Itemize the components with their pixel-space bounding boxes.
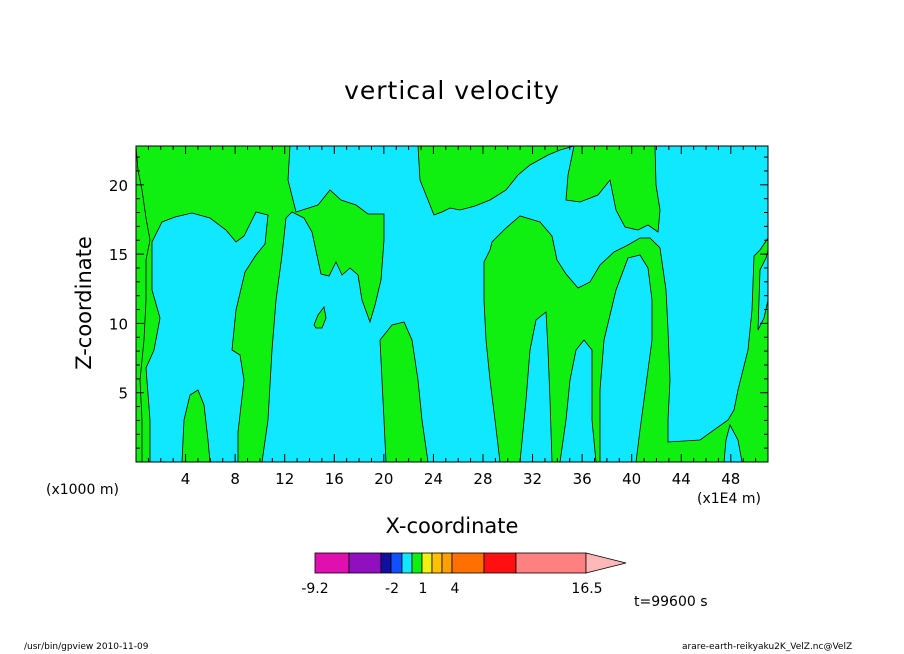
x-tick-label: 12: [275, 470, 294, 488]
y-tick-label: 20: [109, 177, 128, 195]
x-axis-ticks: [147, 146, 757, 462]
colorbar-segment: [380, 552, 392, 574]
colorbar-tick-label: 16.5: [571, 581, 602, 597]
colorbar-segment: [348, 552, 382, 574]
colorbar-tick-label: 4: [451, 581, 460, 597]
colorbar-tick-label: -2: [385, 581, 399, 597]
x-tick-label: 8: [230, 470, 240, 488]
time-label: t=99600 s: [634, 594, 708, 610]
y-axis-label: Z-coordinate: [72, 236, 96, 370]
x-tick-label: 44: [672, 470, 691, 488]
x-tick-label: 16: [325, 470, 344, 488]
x-tick-label: 48: [721, 470, 740, 488]
colorbar-segment: [390, 552, 403, 574]
colorbar-segment: [314, 552, 350, 574]
x-tick-label: 20: [374, 470, 393, 488]
contour-region-negative: [723, 423, 743, 462]
colorbar-tick-label: 1: [419, 581, 428, 597]
colorbar-segment: [451, 552, 485, 574]
footer-program-date: /usr/bin/gpview 2010-11-09: [24, 642, 149, 652]
contour-region-positive: [136, 146, 385, 462]
colorbar: [314, 552, 627, 574]
footer-source-file: arare-earth-reikyaku2K_VelZ.nc@VelZ: [682, 642, 853, 652]
chart-title: vertical velocity: [344, 76, 560, 105]
colorbar-segment: [441, 552, 453, 574]
colorbar-segment: [411, 552, 423, 574]
x-unit-label: (x1000 m): [46, 482, 119, 498]
contour-region-positive: [181, 389, 211, 462]
contour-region-positive: [136, 146, 151, 462]
colorbar-segment: [431, 552, 443, 574]
plot-frame: [135, 145, 769, 463]
x-tick-label: 36: [573, 470, 592, 488]
colorbar-tick-label: -9.2: [301, 581, 328, 597]
y-tick-label: 10: [109, 315, 128, 333]
x-axis-label: X-coordinate: [385, 514, 519, 538]
y-tick-label: 5: [118, 385, 128, 403]
colorbar-segment: [421, 552, 433, 574]
colorbar-segment: [515, 552, 587, 574]
x-tick-label: 4: [181, 470, 191, 488]
contour-region-positive: [398, 146, 768, 462]
x-axis-tick-labels: 4 8 12 16 20 24 28 32 36 40 44 48: [181, 470, 741, 488]
y-tick-label: 15: [109, 246, 128, 264]
contour-region-positive: [313, 306, 327, 329]
x-tick-label: 28: [473, 470, 492, 488]
colorbar-segment: [483, 552, 517, 574]
x-scale-label: (x1E4 m): [697, 491, 761, 507]
colorbar-segment: [401, 552, 413, 574]
x-tick-label: 32: [523, 470, 542, 488]
colorbar-extend-arrow: [585, 552, 627, 574]
x-tick-label: 40: [622, 470, 641, 488]
contour-region-positive: [379, 321, 429, 462]
y-axis-ticks: [136, 156, 768, 449]
colorbar-tick-labels: -9.2 -2 1 4 16.5: [301, 581, 602, 597]
contour-region-positive: [398, 146, 575, 216]
x-tick-label: 24: [424, 470, 443, 488]
y-axis-tick-labels: 5 10 15 20: [109, 177, 128, 403]
